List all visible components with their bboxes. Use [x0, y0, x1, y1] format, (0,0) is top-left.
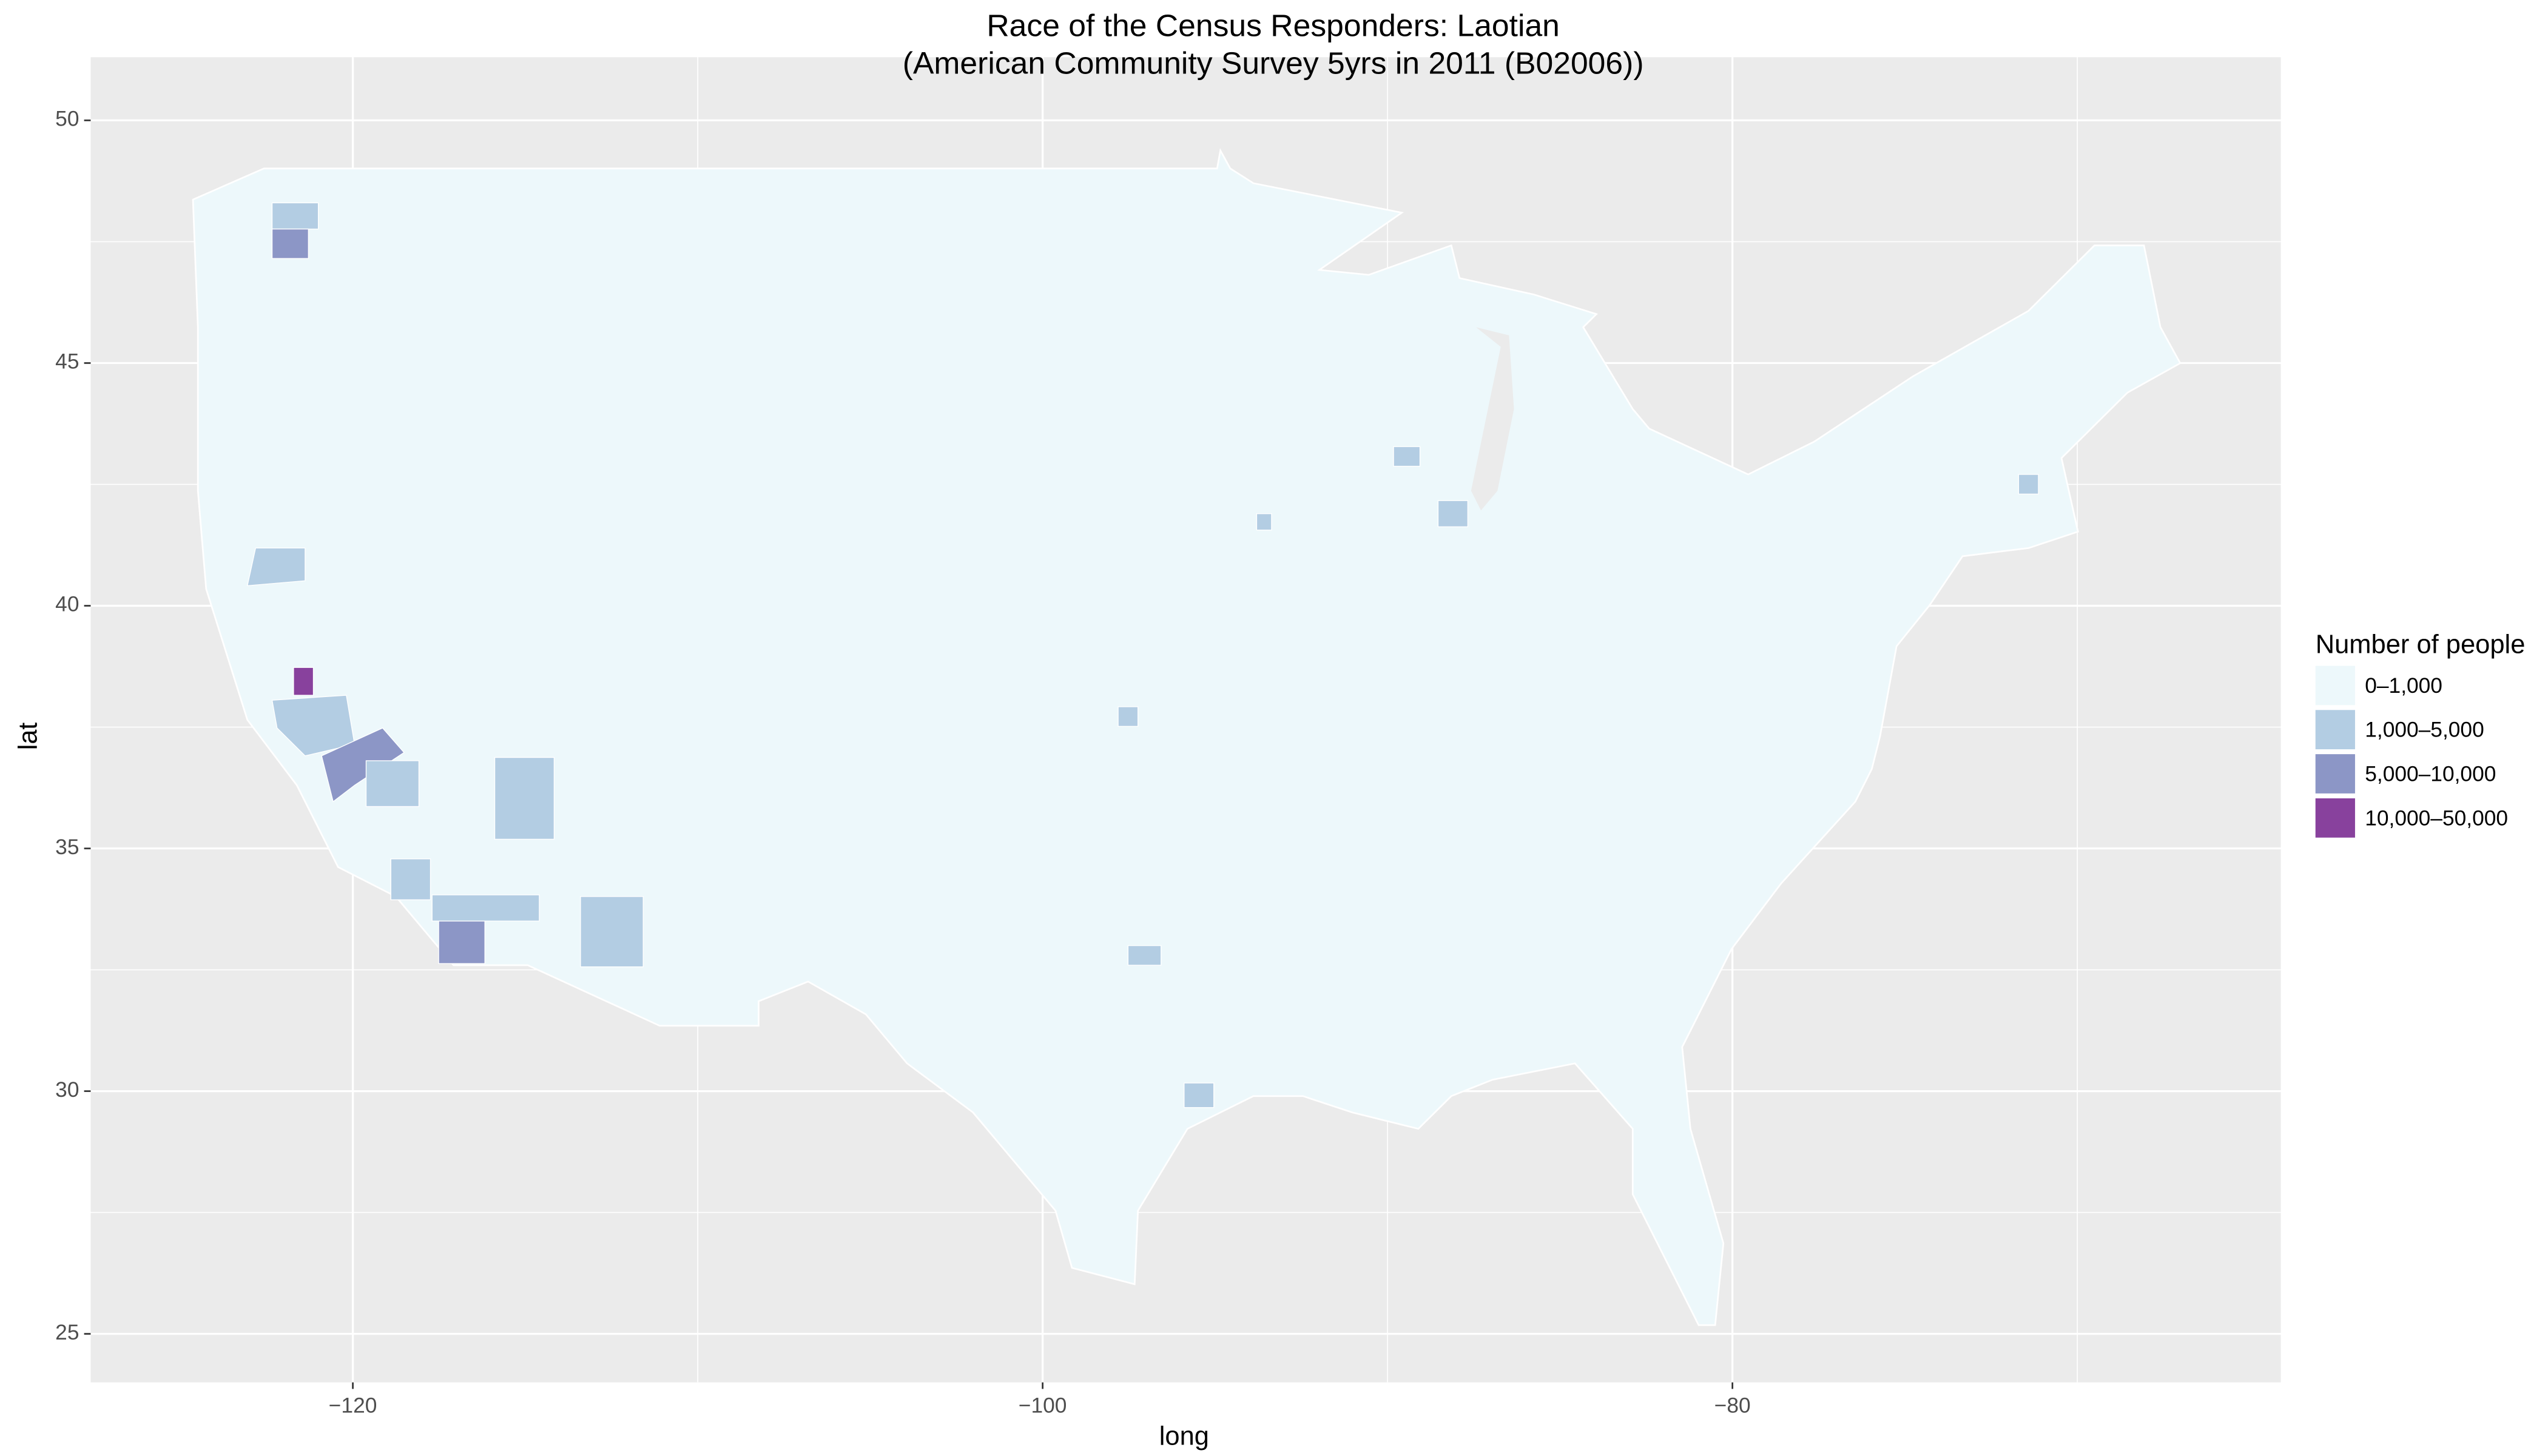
county [1184, 1082, 1215, 1108]
legend-swatch [2315, 710, 2355, 750]
axes: −120 −100 −80 25 30 35 40 45 50 [55, 107, 1750, 1418]
county [2018, 474, 2039, 495]
chart-title: Race of the Census Responders: Laotian [986, 8, 1560, 43]
y-tick-label: 50 [55, 107, 79, 131]
lake [1471, 327, 1514, 511]
county [271, 202, 319, 230]
county [1117, 706, 1139, 727]
county [271, 695, 356, 757]
y-tick-label: 40 [55, 593, 79, 616]
legend-swatch [2315, 666, 2355, 706]
country-outline [192, 148, 2182, 1326]
x-tick-label: −100 [1019, 1394, 1067, 1417]
x-tick-label: −80 [1714, 1394, 1751, 1417]
y-tick-label: 35 [55, 835, 79, 859]
legend-label: 1,000–5,000 [2365, 718, 2484, 742]
legend-label: 0–1,000 [2365, 674, 2442, 698]
legend-label: 5,000–10,000 [2365, 763, 2496, 786]
chart-subtitle: (American Community Survey 5yrs in 2011 … [903, 46, 1644, 81]
county [1437, 500, 1469, 527]
x-axis-label: long [1159, 1422, 1209, 1451]
county [293, 667, 314, 696]
legend-label: 10,000–50,000 [2365, 806, 2508, 830]
legend-swatch [2315, 798, 2355, 838]
legend-swatch [2315, 754, 2355, 794]
y-axis-label: lat [13, 723, 42, 750]
county [580, 896, 644, 968]
county [390, 858, 431, 900]
county [1393, 446, 1421, 467]
county [246, 547, 306, 587]
county [1256, 513, 1272, 531]
y-tick-label: 45 [55, 350, 79, 374]
y-tick-label: 30 [55, 1078, 79, 1102]
county [431, 894, 540, 922]
county [494, 757, 555, 840]
y-tick-label: 25 [55, 1321, 79, 1344]
county [1127, 945, 1162, 966]
county [438, 920, 485, 964]
legend: Number of people 0–1,000 1,000–5,000 5,000… [2315, 630, 2526, 838]
map [192, 148, 2182, 1326]
x-tick-label: −120 [329, 1394, 377, 1417]
county [271, 228, 309, 259]
legend-title: Number of people [2316, 630, 2526, 659]
county [365, 760, 420, 807]
